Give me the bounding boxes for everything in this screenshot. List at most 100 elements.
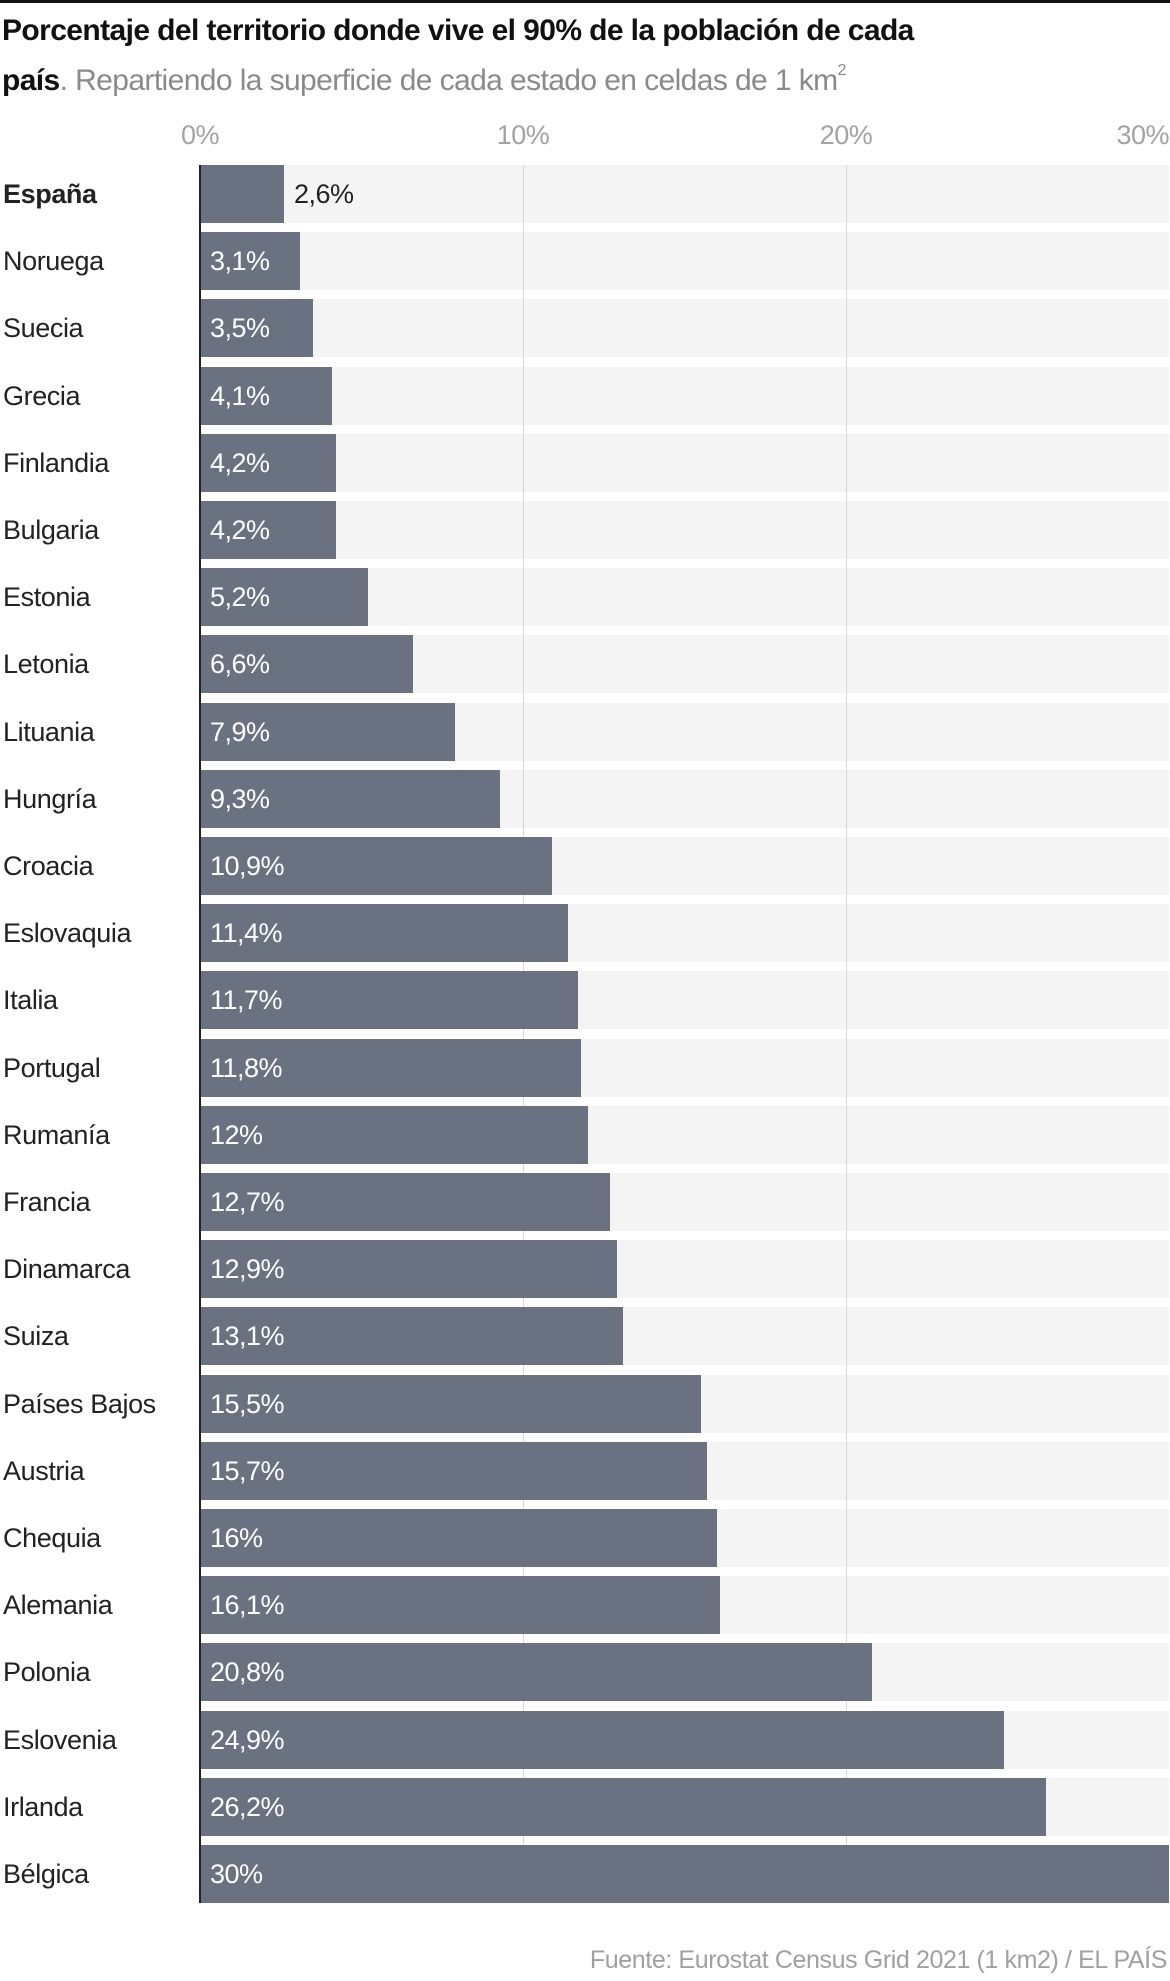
source-note: Fuente: Eurostat Census Grid 2021 (1 km2… [589, 1946, 1168, 1974]
bar [200, 433, 336, 492]
bar [200, 1240, 617, 1299]
bar [200, 1173, 611, 1231]
value-label: 12% [210, 1119, 263, 1150]
category-label: Dinamarca [3, 1254, 130, 1285]
category-label: España [3, 179, 97, 209]
bar [200, 232, 301, 291]
bar [200, 1710, 1005, 1769]
row-background [200, 433, 1169, 492]
value-label: 11,8% [210, 1052, 283, 1083]
value-label: 6,6% [210, 649, 270, 680]
chart-subtitle: . Repartiendo la superficie de cada esta… [59, 62, 847, 97]
category-label: Hungría [3, 783, 97, 814]
value-label: 3,5% [210, 313, 270, 344]
top-rule [0, 0, 1170, 3]
bar [200, 1307, 624, 1366]
category-label: Grecia [3, 380, 81, 411]
value-label: 12,7% [210, 1187, 285, 1217]
category-label: Polonia [3, 1657, 91, 1688]
bar [200, 1374, 701, 1433]
bar [200, 837, 553, 895]
value-label: 26,2% [210, 1791, 285, 1822]
bar [200, 1105, 588, 1164]
category-label: Suecia [3, 313, 84, 344]
value-label: 2,6% [293, 179, 354, 209]
value-label: 12,9% [210, 1254, 285, 1285]
category-label: Eslovenia [3, 1724, 117, 1755]
title-main: Porcentaje del territorio donde vive el … [2, 14, 914, 47]
bar [200, 568, 368, 627]
bar [200, 769, 501, 828]
value-label: 9,3% [210, 783, 270, 814]
bar [200, 1038, 582, 1097]
value-label: 7,9% [210, 716, 270, 747]
row-background [200, 165, 1169, 223]
category-label: Francia [3, 1187, 91, 1217]
category-label: Austria [3, 1455, 85, 1486]
x-tick-label: 0% [180, 120, 220, 150]
category-label: Rumanía [3, 1119, 110, 1150]
value-label: 16% [210, 1523, 263, 1553]
x-tick-label: 20% [819, 120, 873, 150]
bar [200, 1509, 717, 1567]
y-axis-line [199, 165, 201, 1903]
gridline [846, 165, 847, 1903]
bar [200, 366, 333, 425]
category-label: Alemania [3, 1590, 113, 1621]
x-tick-label: 10% [496, 120, 550, 150]
category-label: Países Bajos [3, 1388, 156, 1419]
value-label: 11,4% [210, 918, 283, 949]
bar [200, 1777, 1047, 1836]
value-label: 3,1% [210, 246, 270, 277]
bar [200, 1576, 721, 1635]
bar [200, 971, 578, 1030]
row-background [200, 299, 1169, 358]
bar [200, 165, 284, 223]
chart-title: Porcentaje del territorio donde vive el … [2, 6, 1162, 106]
value-label: 4,2% [210, 515, 270, 545]
value-label: 20,8% [210, 1657, 285, 1688]
value-label: 4,1% [210, 380, 270, 411]
gridline [523, 165, 524, 1903]
subtitle-superscript: 2 [837, 62, 846, 79]
value-label: 15,7% [210, 1455, 285, 1486]
bar [200, 1643, 872, 1702]
bar [200, 635, 414, 694]
category-label: Noruega [3, 246, 104, 277]
category-label: Chequia [3, 1523, 101, 1553]
category-label: Finlandia [3, 447, 109, 478]
category-label: Letonia [3, 649, 89, 680]
category-label: Irlanda [3, 1791, 83, 1822]
value-label: 30% [210, 1859, 263, 1889]
title-main-end: país [2, 64, 60, 97]
value-label: 11,7% [210, 985, 283, 1016]
bar [200, 299, 314, 358]
category-label: Bulgaria [3, 515, 99, 545]
bar [200, 1845, 1169, 1903]
category-label: Suiza [3, 1321, 69, 1352]
category-label: Italia [3, 985, 58, 1016]
category-label: Portugal [3, 1052, 101, 1083]
value-label: 10,9% [210, 851, 285, 881]
category-label: Estonia [3, 582, 91, 613]
row-background [200, 501, 1169, 559]
bar [200, 1441, 708, 1500]
category-label: Croacia [3, 851, 94, 881]
x-tick-label: 30% [1116, 120, 1169, 150]
value-label: 13,1% [210, 1321, 285, 1352]
category-label: Eslovaquia [3, 918, 132, 949]
value-label: 15,5% [210, 1388, 285, 1419]
row-background [200, 232, 1169, 291]
value-label: 4,2% [210, 447, 270, 478]
row-background [200, 366, 1169, 425]
value-label: 24,9% [210, 1724, 285, 1755]
category-label: Bélgica [3, 1859, 89, 1889]
bar [200, 501, 336, 559]
category-label: Lituania [3, 716, 95, 747]
value-label: 5,2% [210, 582, 270, 613]
bar [200, 702, 456, 761]
value-label: 16,1% [210, 1590, 285, 1621]
subtitle-text: . Repartiendo la superficie de cada esta… [59, 64, 838, 97]
bar [200, 904, 569, 963]
